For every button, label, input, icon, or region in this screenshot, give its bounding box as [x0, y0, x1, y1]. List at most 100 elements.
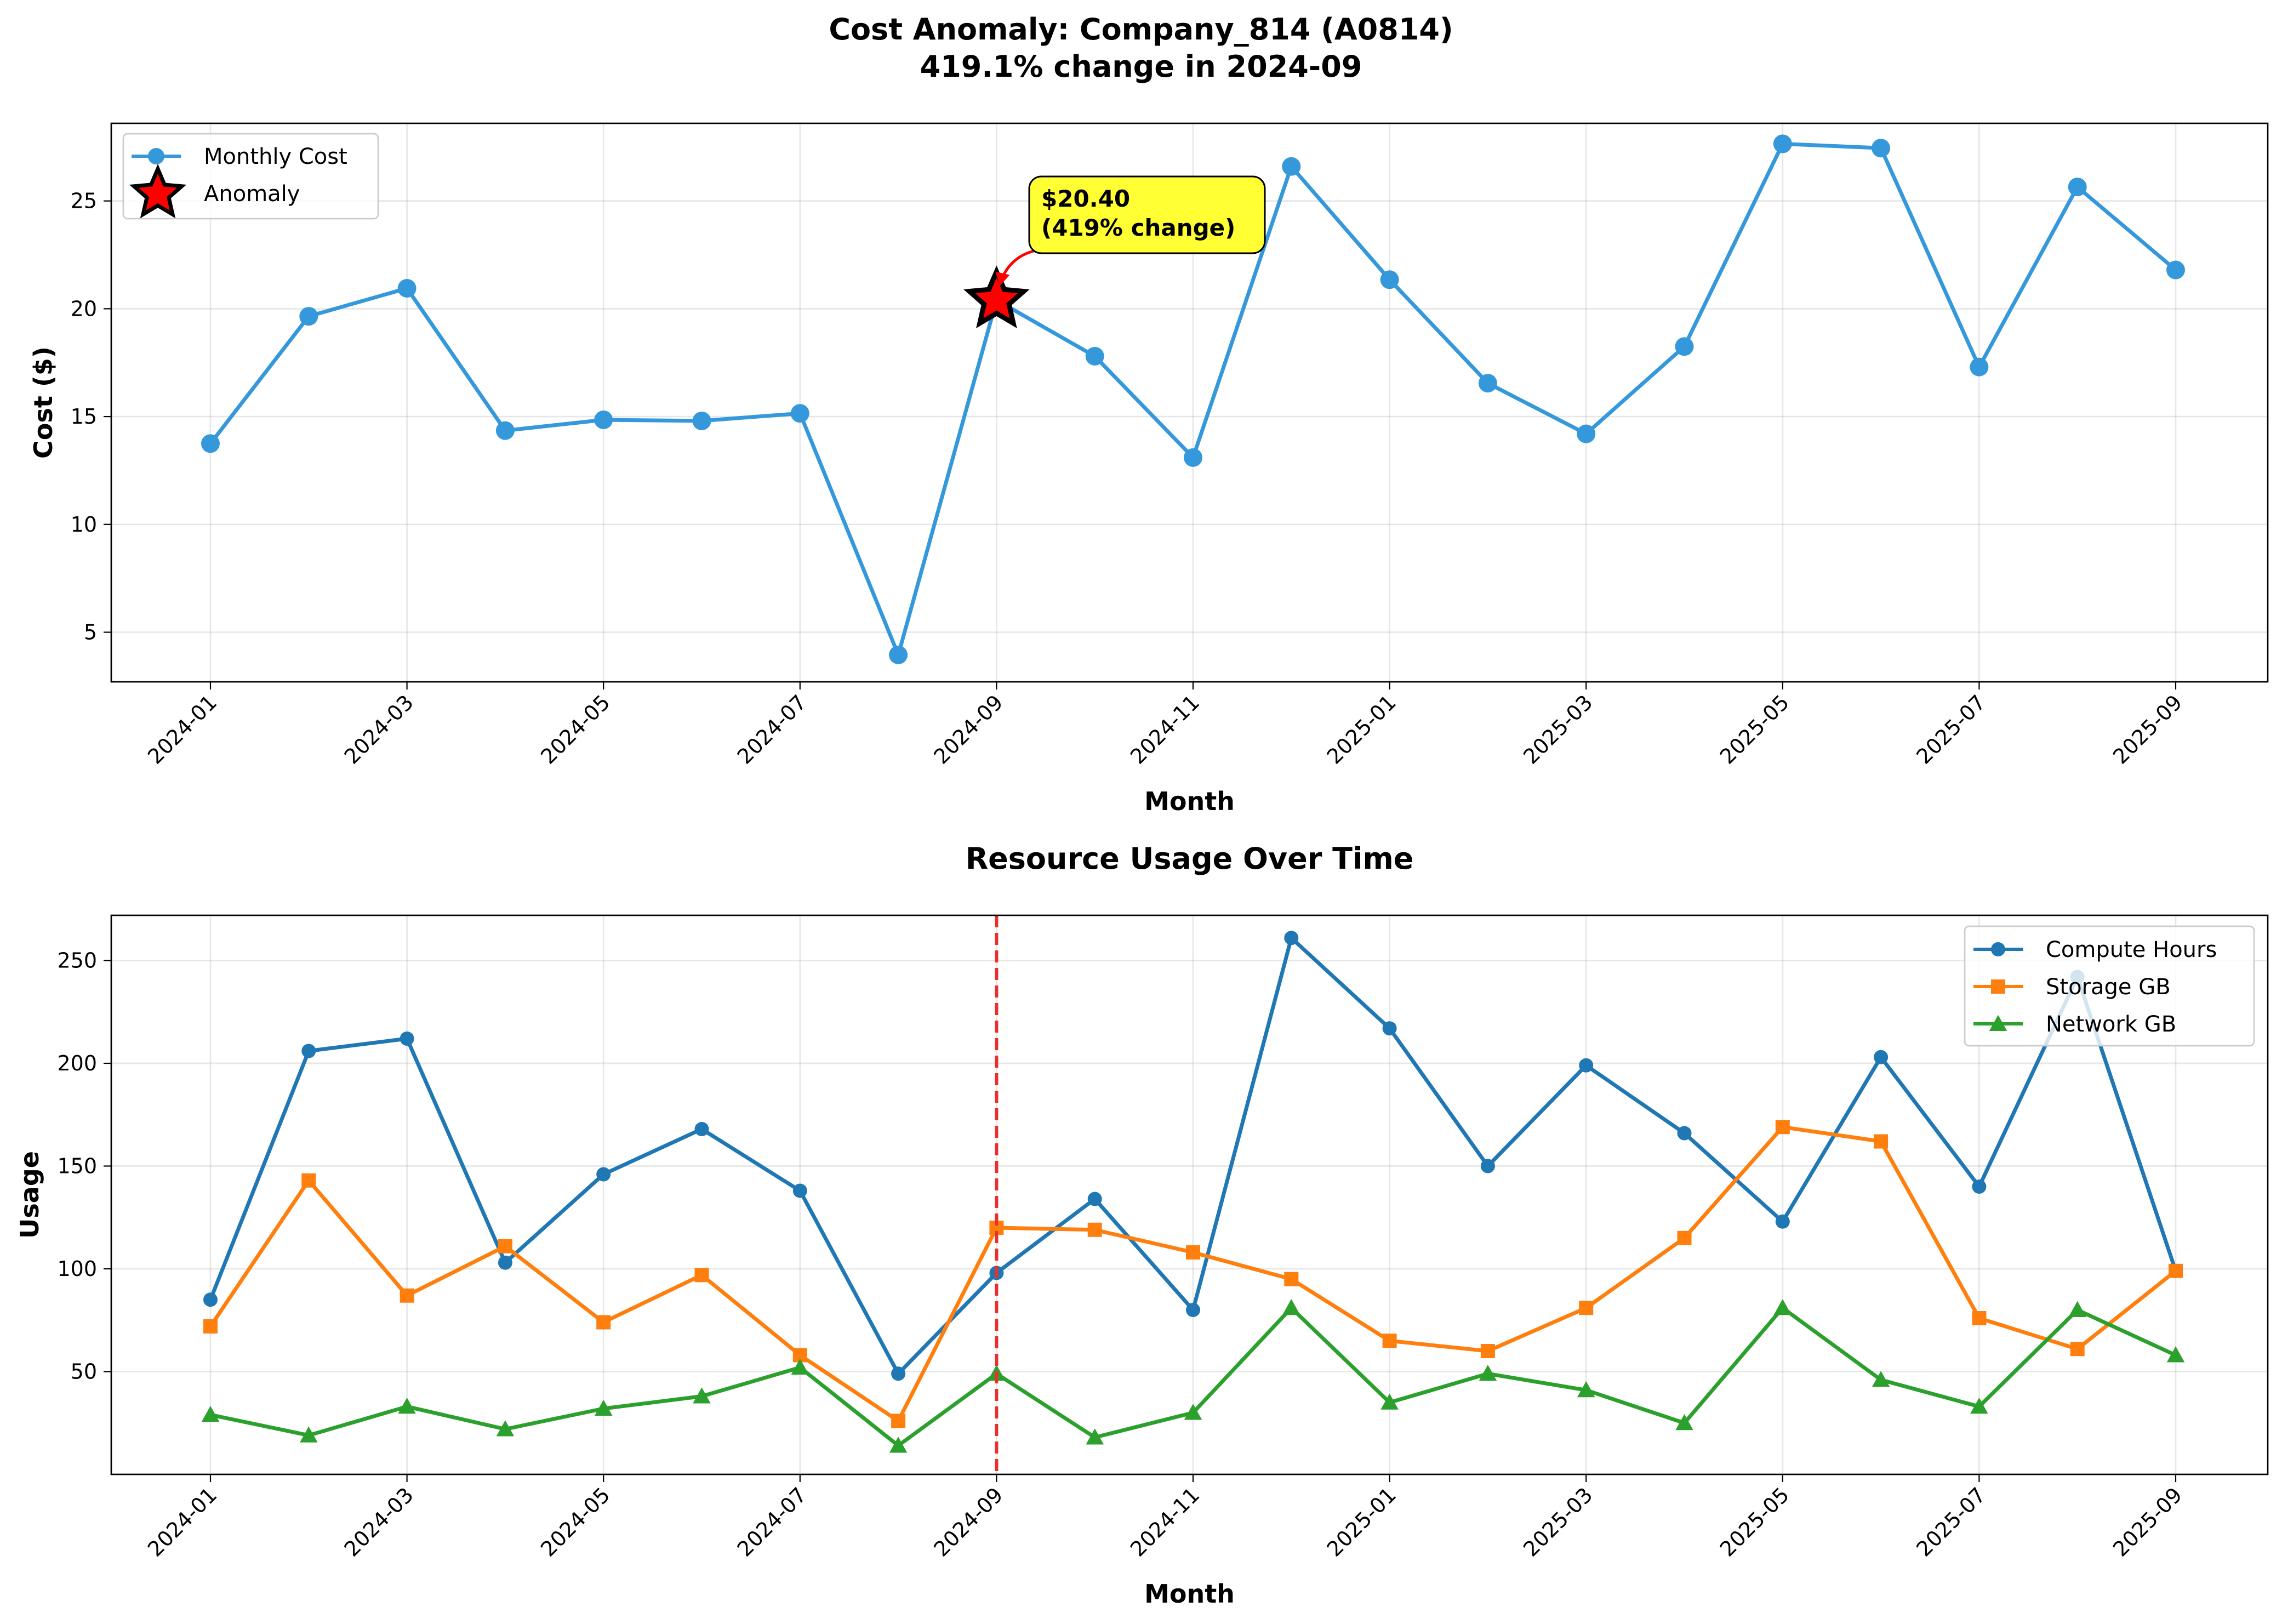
data-point-network-gb-2025-07 — [1970, 1398, 1988, 1414]
data-point-network-gb-2024-07 — [791, 1358, 809, 1375]
data-point-network-gb-2025-06 — [1872, 1371, 1890, 1387]
data-point-network-gb-2025-03 — [1577, 1381, 1595, 1398]
data-point-compute-hours-2024-12 — [1284, 931, 1299, 945]
legend-network-gb-marker — [1989, 1015, 2007, 1031]
data-point-network-gb-2024-01 — [201, 1406, 220, 1422]
data-point-storage-gb-2025-01 — [1382, 1334, 1397, 1348]
data-point-network-gb-2025-01 — [1380, 1393, 1399, 1410]
data-point-storage-gb-2025-06 — [1874, 1134, 1889, 1149]
data-point-monthly-cost-2025-02 — [1478, 374, 1497, 393]
y-tick-label-100: 100 — [57, 1257, 97, 1281]
series-compute-hours — [203, 931, 2183, 1381]
usage-x-axis-label: Month — [1144, 1579, 1235, 1609]
legend-anomaly-label: Anomaly — [204, 181, 300, 207]
usage-legend-box — [1964, 925, 2255, 1047]
data-point-compute-hours-2024-01 — [203, 1292, 218, 1307]
anomaly-star-marker — [963, 265, 1030, 328]
anomaly-label-box — [1028, 175, 1266, 254]
data-point-monthly-cost-2024-04 — [495, 421, 515, 440]
usage-legend: Compute Hours Storage GB Network GB — [1964, 925, 2255, 1047]
data-point-storage-gb-2025-09 — [2169, 1263, 2183, 1278]
legend-storage-gb-marker — [1991, 979, 2005, 994]
data-point-monthly-cost-2024-07 — [790, 404, 809, 423]
data-point-monthly-cost-2025-01 — [1380, 270, 1399, 289]
data-point-monthly-cost-2024-08 — [889, 645, 908, 664]
data-point-compute-hours-2024-11 — [1186, 1303, 1200, 1317]
data-point-storage-gb-2025-03 — [1579, 1301, 1594, 1315]
data-point-network-gb-2025-09 — [2166, 1346, 2185, 1363]
data-point-network-gb-2024-06 — [693, 1387, 711, 1404]
data-point-monthly-cost-2025-03 — [1577, 424, 1596, 443]
cost-legend-box — [122, 133, 379, 220]
cost-plot-frame — [110, 122, 2269, 683]
cost-y-axis-label: Cost ($) — [28, 346, 58, 459]
data-point-compute-hours-2025-04 — [1677, 1126, 1692, 1141]
series-monthly-cost — [201, 134, 2185, 664]
data-point-network-gb-2024-08 — [889, 1437, 908, 1453]
data-point-compute-hours-2024-04 — [498, 1255, 512, 1270]
data-point-network-gb-2024-04 — [496, 1420, 515, 1437]
data-point-network-gb-2024-10 — [1086, 1428, 1104, 1445]
legend-compute-hours-marker — [1991, 942, 2005, 956]
anomaly-label-value: $20.40 — [1041, 185, 1130, 212]
data-point-monthly-cost-2025-09 — [2166, 260, 2185, 280]
data-point-monthly-cost-2024-03 — [397, 278, 417, 298]
data-point-compute-hours-2024-02 — [301, 1044, 316, 1058]
data-point-storage-gb-2024-06 — [694, 1268, 709, 1283]
cost-x-axis-label: Month — [1144, 787, 1235, 816]
data-point-network-gb-2025-04 — [1675, 1414, 1693, 1431]
data-point-storage-gb-2024-12 — [1284, 1272, 1299, 1286]
data-point-compute-hours-2024-06 — [694, 1122, 709, 1136]
data-point-compute-hours-2025-03 — [1579, 1058, 1594, 1073]
figure-title-line2: 419.1% change in 2024-09 — [920, 49, 1362, 84]
data-point-storage-gb-2024-02 — [301, 1173, 316, 1188]
data-point-monthly-cost-2024-10 — [1085, 346, 1104, 366]
y-tick-label-150: 150 — [57, 1154, 97, 1178]
y-tick-label-50: 50 — [71, 1360, 97, 1384]
data-point-monthly-cost-2024-12 — [1282, 157, 1301, 176]
data-point-storage-gb-2024-11 — [1186, 1245, 1200, 1260]
data-point-monthly-cost-2025-06 — [1872, 139, 1891, 158]
usage-series — [201, 931, 2185, 1453]
series-network-gb — [201, 1299, 2185, 1453]
data-point-storage-gb-2025-04 — [1677, 1230, 1692, 1245]
data-point-storage-gb-2024-04 — [498, 1239, 512, 1253]
data-point-storage-gb-2025-05 — [1775, 1120, 1790, 1135]
data-point-monthly-cost-2025-07 — [1970, 357, 1989, 377]
data-point-network-gb-2025-08 — [2068, 1301, 2086, 1317]
data-point-monthly-cost-2024-02 — [299, 307, 318, 326]
y-tick-label-200: 200 — [57, 1051, 97, 1075]
data-point-network-gb-2024-05 — [594, 1399, 613, 1416]
data-point-compute-hours-2024-03 — [400, 1032, 414, 1046]
data-point-network-gb-2024-12 — [1282, 1299, 1300, 1315]
data-point-monthly-cost-2025-04 — [1675, 337, 1694, 356]
data-point-network-gb-2024-02 — [300, 1426, 318, 1443]
data-point-monthly-cost-2024-05 — [594, 410, 613, 429]
data-point-network-gb-2025-05 — [1773, 1299, 1792, 1315]
usage-plot-frame — [110, 914, 2269, 1475]
data-point-storage-gb-2024-01 — [203, 1319, 218, 1334]
anomaly-annotation: $20.40 (419% change) — [995, 175, 1266, 286]
anomaly-arrowhead — [995, 271, 1010, 286]
y-tick-label-5: 5 — [84, 620, 97, 645]
data-point-storage-gb-2025-02 — [1480, 1344, 1495, 1358]
cost-legend: Monthly Cost Anomaly — [122, 133, 379, 220]
legend-compute-hours-label: Compute Hours — [2046, 937, 2217, 962]
data-point-compute-hours-2025-05 — [1775, 1214, 1790, 1229]
anomaly-label-change: (419% change) — [1041, 214, 1235, 241]
legend-monthly-cost-marker — [148, 148, 164, 164]
y-tick-label-20: 20 — [71, 297, 97, 321]
data-point-monthly-cost-2025-05 — [1773, 134, 1792, 153]
data-point-compute-hours-2024-08 — [891, 1366, 906, 1381]
series-storage-gb — [203, 1120, 2183, 1428]
data-point-compute-hours-2025-06 — [1874, 1050, 1889, 1064]
y-tick-label-10: 10 — [71, 512, 97, 537]
data-point-storage-gb-2025-07 — [1972, 1311, 1987, 1325]
legend-monthly-cost-label: Monthly Cost — [204, 144, 347, 169]
data-point-storage-gb-2025-08 — [2070, 1342, 2085, 1357]
data-point-compute-hours-2025-02 — [1480, 1159, 1495, 1173]
data-point-storage-gb-2024-10 — [1087, 1222, 1102, 1237]
data-point-compute-hours-2025-01 — [1382, 1021, 1397, 1036]
data-point-compute-hours-2025-07 — [1972, 1179, 1987, 1194]
